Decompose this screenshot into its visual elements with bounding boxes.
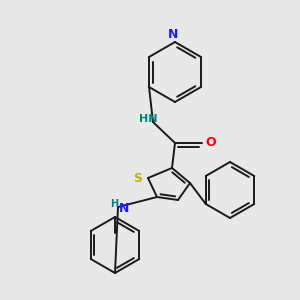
Text: O: O [206, 136, 216, 149]
Text: N: N [168, 28, 178, 41]
Text: S: S [134, 172, 142, 184]
Text: HN: HN [139, 114, 157, 124]
Text: H: H [110, 199, 118, 209]
Text: N: N [119, 202, 129, 214]
